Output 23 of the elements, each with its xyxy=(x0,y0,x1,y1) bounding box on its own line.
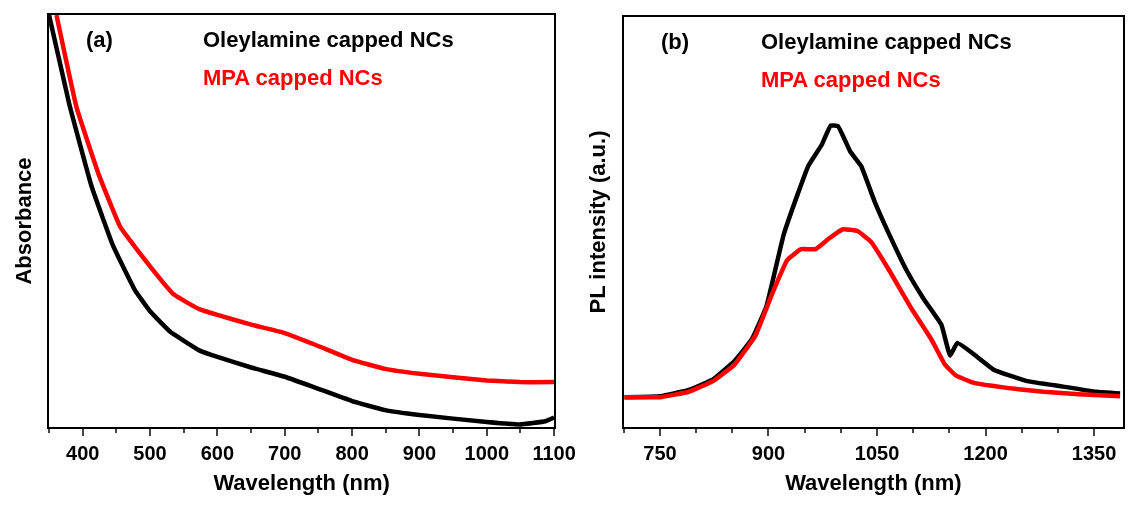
text: MPA capped NCs xyxy=(203,65,383,90)
text: MPA capped NCs xyxy=(761,67,941,92)
y-axis-title: Absorbance xyxy=(10,157,36,285)
x-tick-label: 600 xyxy=(200,441,235,464)
text: Oleylamine capped NCs xyxy=(203,27,454,52)
x-tick-label: 700 xyxy=(268,441,302,464)
x-axis-title: Wavelength (nm) xyxy=(213,470,390,496)
x-tick-label: 800 xyxy=(335,441,369,464)
y-axis-title: PL intensity (a.u.) xyxy=(585,130,611,314)
x-tick-label: 500 xyxy=(133,441,167,464)
x-tick-label: 1200 xyxy=(963,441,1008,464)
x-tick-label: 400 xyxy=(66,441,100,464)
x-tick-label: 1050 xyxy=(854,441,900,464)
x-tick-label: 1000 xyxy=(464,441,510,464)
x-axis-title: Wavelength (nm) xyxy=(785,470,962,496)
x-tick-label: 900 xyxy=(751,441,786,464)
x-tick-label: 1350 xyxy=(1071,441,1117,464)
x-tick-label: 750 xyxy=(643,441,677,464)
x-tick-label: 900 xyxy=(402,441,437,464)
x-tick-label: 1100 xyxy=(532,441,576,464)
text: Oleylamine capped NCs xyxy=(761,29,1012,54)
chart-title: (b) xyxy=(661,29,690,54)
text: (a) xyxy=(86,27,113,52)
